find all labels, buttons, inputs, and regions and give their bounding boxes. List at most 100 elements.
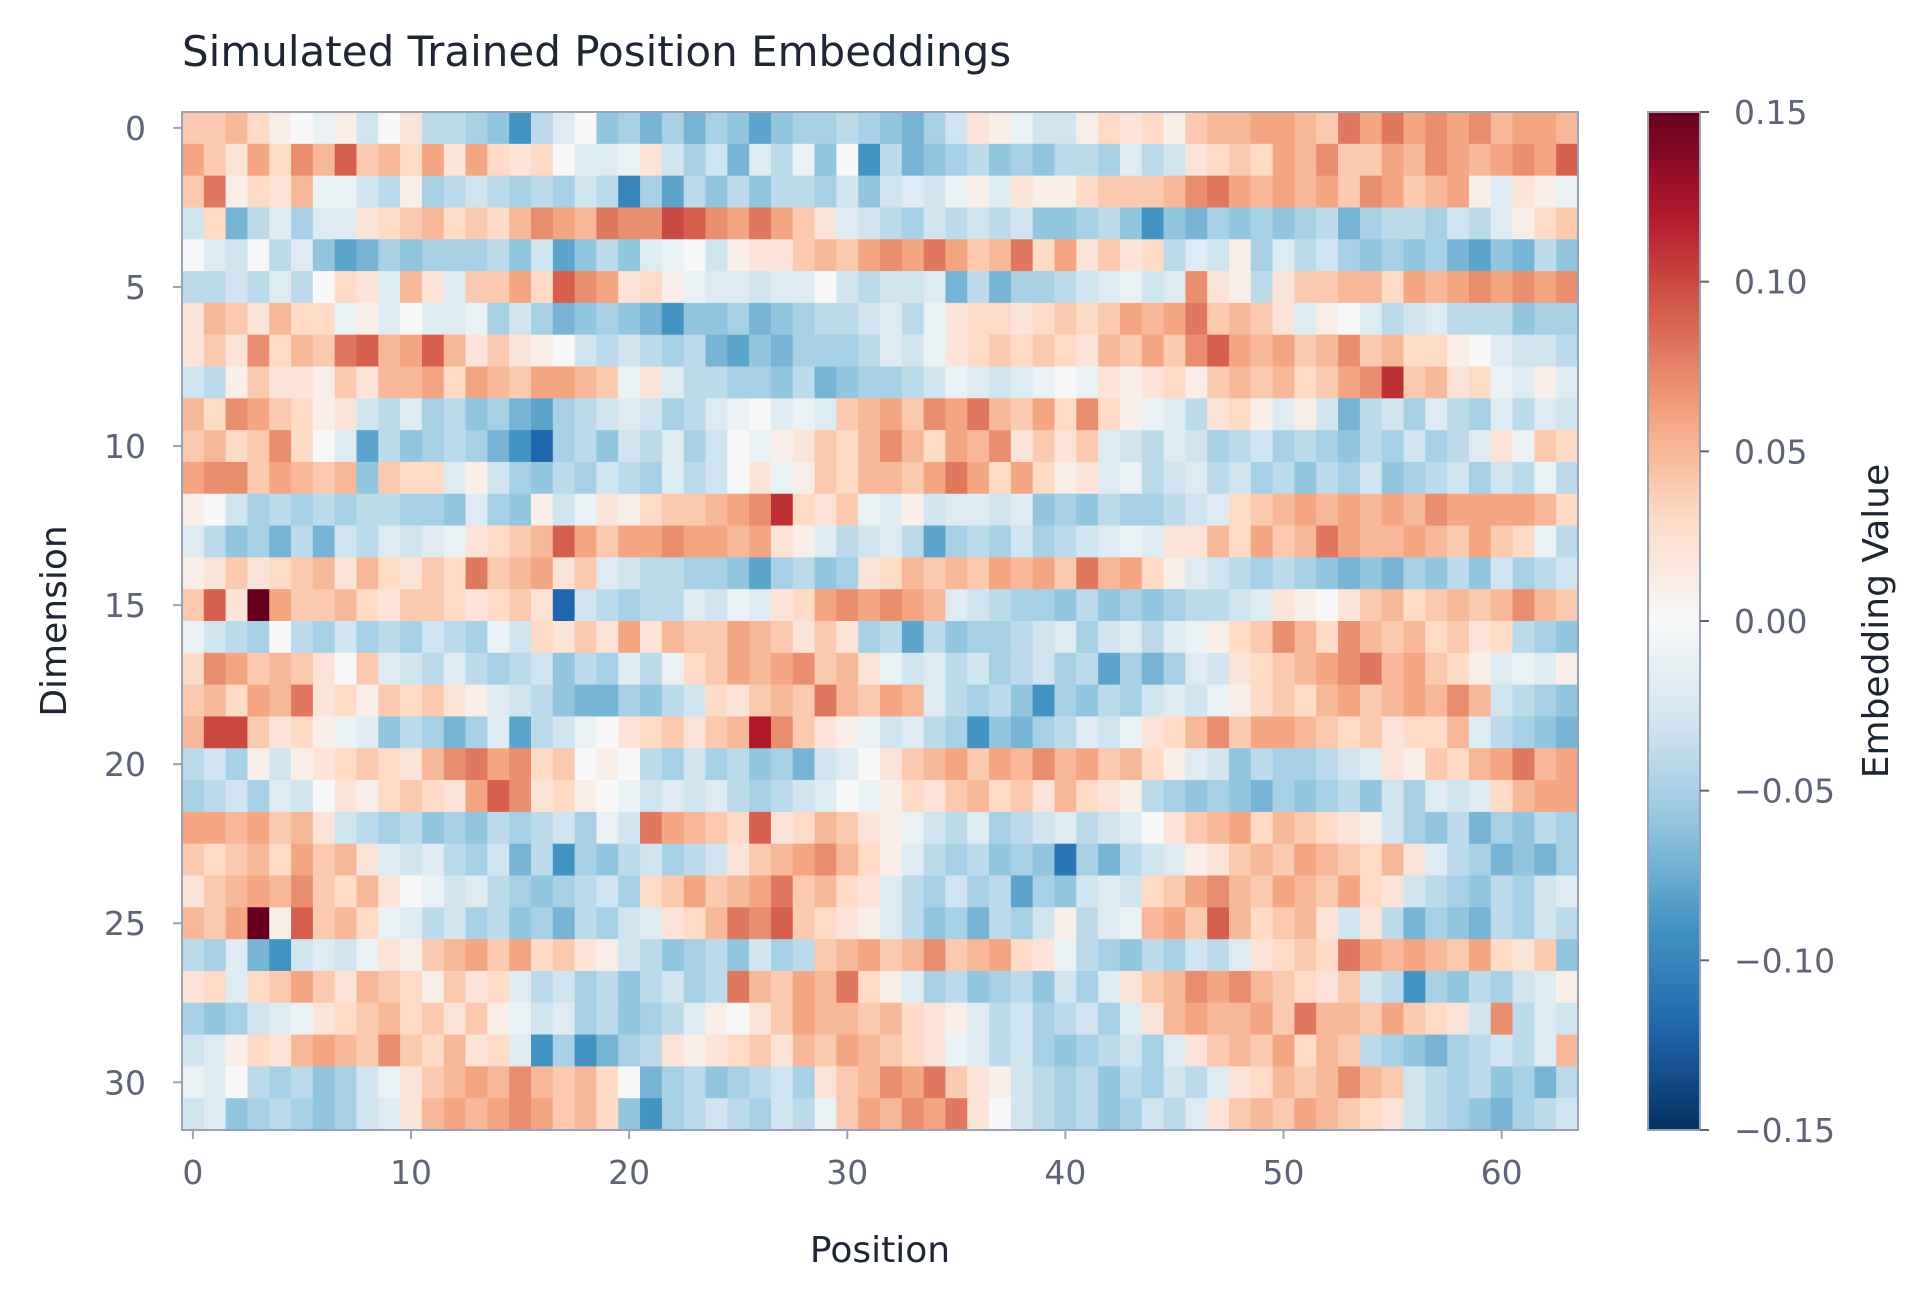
heatmap-cell (683, 302, 707, 336)
heatmap-cell (356, 811, 379, 845)
heatmap-cell (1425, 239, 1448, 272)
heatmap-cell (661, 1066, 685, 1099)
heatmap-cell (901, 207, 925, 240)
heatmap-cell (1294, 302, 1317, 336)
heatmap-cell (1447, 716, 1470, 749)
heatmap-cell (269, 875, 292, 908)
heatmap-cell (1534, 875, 1557, 908)
heatmap-cell (421, 334, 445, 368)
heatmap-cell (269, 1034, 292, 1067)
heatmap-cell (727, 366, 750, 399)
heatmap-cell (312, 143, 336, 177)
heatmap-cell (1359, 716, 1383, 749)
heatmap-cell (967, 811, 990, 845)
heatmap-cell (901, 175, 925, 209)
heatmap-cell (618, 398, 641, 431)
heatmap-cell (1010, 684, 1034, 718)
heatmap-cell (1512, 1034, 1535, 1067)
heatmap-cell (880, 143, 903, 177)
heatmap-cell (923, 143, 947, 177)
heatmap-cell (945, 334, 968, 368)
heatmap-cell (334, 366, 358, 399)
heatmap-cell (1010, 939, 1034, 972)
heatmap-cell (596, 461, 619, 495)
heatmap-cell (1316, 302, 1339, 336)
heatmap-cell (247, 207, 270, 240)
heatmap-cell (901, 525, 925, 558)
heatmap-cell (1316, 334, 1339, 368)
heatmap-cell (421, 1002, 445, 1036)
heatmap-cell (1425, 589, 1448, 622)
heatmap-cell (1054, 1066, 1077, 1099)
heatmap-cell (1556, 843, 1579, 877)
heatmap-cell (1163, 334, 1186, 368)
heatmap-cell (552, 143, 576, 177)
heatmap-cell (967, 1034, 990, 1067)
colorbar-tick-label: −0.05 (1734, 772, 1835, 811)
heatmap-cell (400, 207, 423, 240)
heatmap-cell (356, 239, 379, 272)
heatmap-cell (574, 780, 598, 813)
heatmap-cell (858, 970, 881, 1004)
heatmap-cell (1338, 207, 1361, 240)
heatmap-cell (967, 271, 990, 304)
heatmap-cell (1512, 780, 1535, 813)
heatmap-cell (465, 748, 488, 781)
heatmap-cell (618, 112, 641, 145)
heatmap-cell (770, 302, 794, 336)
heatmap-cell (552, 589, 576, 622)
heatmap-cell (661, 334, 685, 368)
heatmap-cell (1556, 1098, 1579, 1131)
heatmap-cell (1316, 907, 1339, 940)
heatmap-cell (858, 366, 881, 399)
heatmap-cell (1425, 843, 1448, 877)
heatmap-cell (1141, 239, 1165, 272)
heatmap-cell (1468, 1002, 1492, 1036)
heatmap-cell (792, 652, 816, 686)
heatmap-cell (1447, 748, 1470, 781)
heatmap-cell (1338, 621, 1361, 654)
heatmap-cell (225, 875, 249, 908)
heatmap-cell (705, 811, 728, 845)
heatmap-cell (269, 493, 292, 527)
heatmap-cell (1381, 557, 1405, 590)
heatmap-cell (291, 557, 314, 590)
heatmap-cell (312, 493, 336, 527)
heatmap-cell (225, 302, 249, 336)
heatmap-cell (312, 621, 336, 654)
heatmap-cell (531, 239, 554, 272)
heatmap-cell (1010, 970, 1034, 1004)
heatmap-cell (1381, 302, 1405, 336)
heatmap-cell (901, 461, 925, 495)
heatmap-cell (1381, 716, 1405, 749)
heatmap-cell (487, 239, 510, 272)
heatmap-cell (836, 334, 859, 368)
heatmap-cell (356, 557, 379, 590)
heatmap-cell (203, 684, 227, 718)
heatmap-cell (1447, 461, 1470, 495)
heatmap-cell (552, 175, 576, 209)
heatmap-cell (858, 239, 881, 272)
heatmap-cell (1250, 1002, 1274, 1036)
heatmap-cell (749, 1034, 772, 1067)
heatmap-cell (400, 1066, 423, 1099)
heatmap-cell (967, 430, 990, 463)
heatmap-cell (1098, 366, 1121, 399)
heatmap-cell (1119, 589, 1143, 622)
heatmap-cell (1229, 589, 1252, 622)
heatmap-cell (945, 970, 968, 1004)
heatmap-cell (661, 907, 685, 940)
heatmap-cell (1054, 716, 1077, 749)
heatmap-cell (1250, 461, 1274, 495)
heatmap-cell (1250, 907, 1274, 940)
heatmap-cell (1229, 334, 1252, 368)
heatmap-cell (749, 970, 772, 1004)
heatmap-cell (574, 621, 598, 654)
heatmap-cell (487, 493, 510, 527)
heatmap-cell (1076, 1098, 1099, 1131)
heatmap-cell (1032, 175, 1056, 209)
heatmap-cell (792, 748, 816, 781)
heatmap-cell (203, 589, 227, 622)
heatmap-cell (1229, 271, 1252, 304)
